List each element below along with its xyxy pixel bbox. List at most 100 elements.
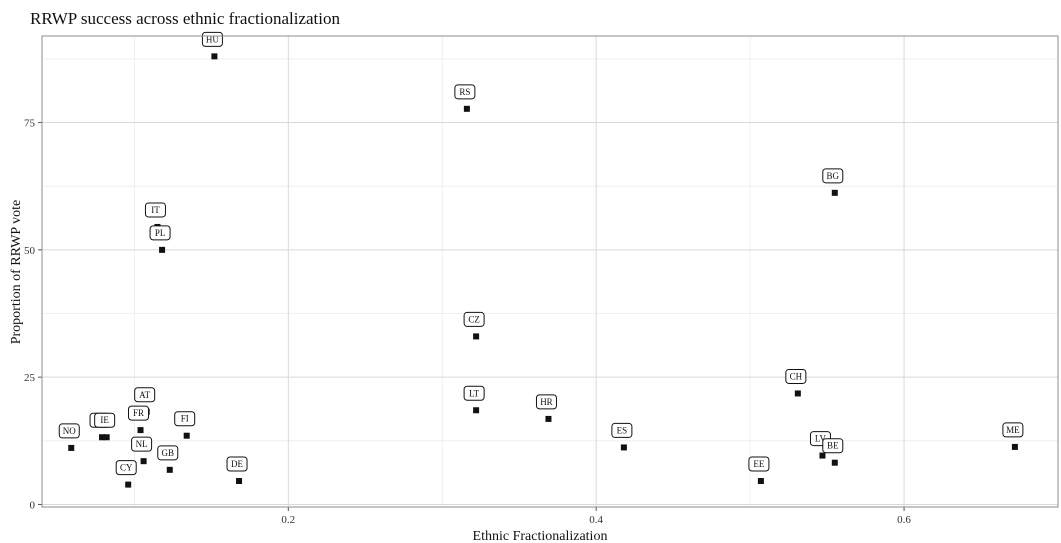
point-label-box [149,225,171,241]
point-label: ES [617,425,628,435]
point-marker [103,434,110,441]
point-marker [831,459,838,466]
data-point-me: ME [1002,422,1024,450]
point-label-box [463,385,485,401]
data-point-nl: NL [131,436,153,465]
point-label: HU [206,34,219,44]
point-marker [473,407,480,414]
point-marker [1011,443,1018,450]
data-point-ie: IE [94,412,116,441]
point-marker [159,246,166,253]
point-marker [620,444,627,451]
point-label: CY [120,463,133,473]
data-point-bg: BG [822,168,844,196]
point-label: NL [136,439,148,449]
point-marker [545,415,552,422]
point-label: HR [540,397,553,407]
point-marker [831,189,838,196]
data-points: HURSBGITPLCZCHATLTHRFRFIISIENOESMELVBENL… [58,31,1024,488]
point-label: PL [155,228,166,238]
data-point-de: DE [226,456,248,485]
point-marker [236,478,243,485]
x-tick-label: 0.2 [281,514,295,526]
point-label: ME [1006,425,1020,435]
y-tick-label: 75 [24,118,36,130]
point-marker [819,452,826,459]
point-marker [757,478,764,485]
x-tick-label: 0.4 [589,514,603,526]
point-label-box [822,168,844,184]
data-point-fi: FI [174,411,196,439]
point-marker [99,434,106,441]
point-label: FR [133,408,144,418]
point-marker [140,458,147,465]
data-point-ee: EE [748,456,770,485]
point-marker [794,390,801,397]
y-tick-label: 0 [30,499,36,511]
point-label-box [535,394,557,410]
point-label-box [454,84,476,100]
point-label-box [134,387,156,403]
point-marker [211,53,218,60]
point-label: LT [469,388,480,398]
data-point-cz: CZ [463,311,485,340]
data-point-rs: RS [454,84,476,112]
data-point-be: BE [822,438,844,466]
data-point-gb: GB [157,445,179,473]
x-axis-title: Ethnic Fractionalization [473,529,608,543]
point-marker [166,466,173,473]
point-label-box [463,311,485,327]
y-tick-label: 50 [24,245,36,257]
point-label-box [174,411,196,427]
x-tick-label: 0.6 [897,514,911,526]
point-label: DE [231,459,243,469]
point-label: AT [139,390,151,400]
point-label: NO [63,426,76,436]
point-marker [463,105,470,112]
point-marker [473,333,480,340]
point-label: FI [181,414,189,424]
point-label-box [748,456,770,472]
y-tick-label: 25 [24,372,36,384]
point-label-box [611,422,633,438]
point-label-box [226,456,248,472]
point-label-box [115,460,137,476]
point-label: EE [753,459,764,469]
data-point-hr: HR [535,394,557,422]
point-label: BE [827,441,839,451]
point-label: IE [100,415,109,425]
data-point-no: NO [58,423,80,451]
plot-panel-border [41,35,1059,508]
point-marker [68,444,75,451]
grid [42,36,1059,507]
data-point-cy: CY [115,460,137,488]
point-label-box [822,438,844,454]
point-label: GB [162,448,175,458]
y-axis-title: Proportion of RRWP vote [9,200,24,345]
chart-title: RRWP success across ethnic fractionaliza… [30,9,341,28]
point-label: RS [459,87,470,97]
point-label-box [157,445,179,461]
point-label: IT [151,205,160,215]
axis-ticks: 0.2 0.4 0.6 0 25 50 75 [24,118,911,526]
point-label-box [1002,422,1024,438]
data-point-fr: FR [128,405,150,434]
point-label-box [58,423,80,439]
point-label-box [144,202,166,218]
point-label-box [785,368,807,384]
data-point-lt: LT [463,385,485,414]
point-label-box [128,405,150,421]
point-label: CH [790,371,803,381]
point-marker [137,427,144,434]
data-point-es: ES [611,422,633,451]
point-marker [183,432,190,439]
point-label: CZ [468,314,480,324]
point-label: BG [827,171,840,181]
data-point-pl: PL [149,225,171,253]
data-point-ch: CH [785,368,807,397]
point-label: LV [815,434,827,444]
point-label-box [94,412,116,428]
point-label-box [131,436,153,452]
point-marker [125,481,132,488]
